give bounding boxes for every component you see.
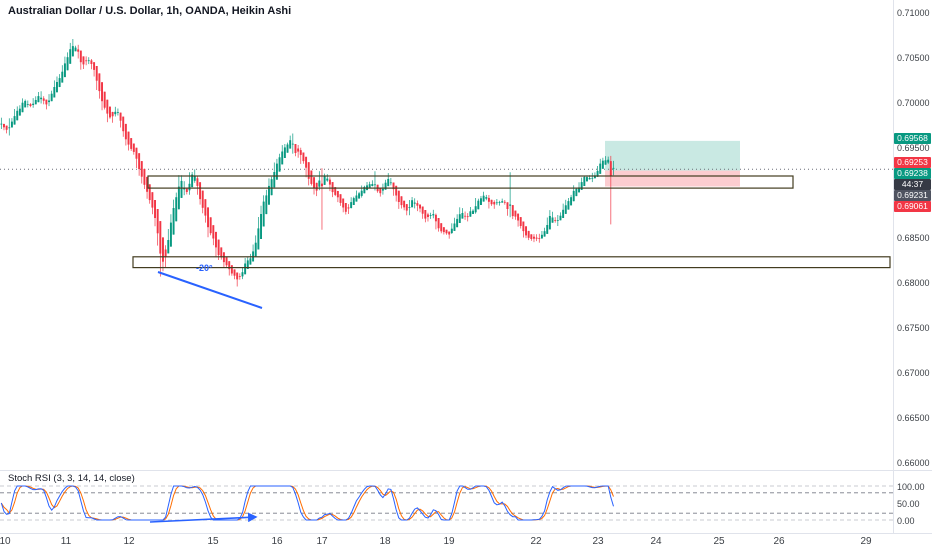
price-tick-label: 0.69500 bbox=[897, 142, 930, 153]
stoch-tick-label: 100.00 bbox=[897, 481, 925, 492]
price-tick-label: 0.67500 bbox=[897, 322, 930, 333]
time-axis-separator bbox=[0, 533, 932, 534]
symbol-title[interactable]: Australian Dollar / U.S. Dollar, 1h, OAN… bbox=[8, 5, 292, 17]
price-tick-label: 0.70000 bbox=[897, 97, 930, 108]
stoch-k-line bbox=[0, 485, 614, 521]
stoch-rsi-pane[interactable] bbox=[0, 470, 893, 533]
price-tick-label: 0.68000 bbox=[897, 277, 930, 288]
stoch-d-line bbox=[0, 485, 614, 521]
price-label[interactable]: 0.69568 bbox=[894, 133, 931, 144]
price-label[interactable]: 0.69253 bbox=[894, 157, 931, 168]
time-tick-label: 22 bbox=[530, 536, 542, 547]
trendline-angle-label: -20° bbox=[196, 263, 213, 273]
heikin-ashi-candles[interactable] bbox=[0, 39, 615, 287]
rectangle-drawing-1[interactable] bbox=[147, 175, 794, 189]
price-tick-label: 0.70500 bbox=[897, 52, 930, 63]
pane-separator[interactable] bbox=[0, 470, 932, 471]
indicator-label[interactable]: Stoch RSI (3, 3, 14, 14, close) bbox=[8, 473, 135, 484]
rectangle-drawing-2[interactable] bbox=[132, 256, 891, 269]
price-tick-label: 0.66000 bbox=[897, 457, 930, 468]
time-tick-label: 29 bbox=[860, 536, 872, 547]
time-tick-label: 25 bbox=[713, 536, 725, 547]
trendline-drawing[interactable] bbox=[157, 271, 263, 309]
price-tick-label: 0.66500 bbox=[897, 412, 930, 423]
long-position-stop-zone[interactable] bbox=[605, 170, 740, 187]
price-axis-separator bbox=[893, 0, 894, 533]
price-label[interactable]: 0.69231 bbox=[894, 190, 931, 201]
time-tick-label: 11 bbox=[60, 536, 72, 547]
time-tick-label: 15 bbox=[207, 536, 219, 547]
price-tick-label: 0.68500 bbox=[897, 232, 930, 243]
long-position-target-zone[interactable] bbox=[605, 140, 740, 171]
time-tick-label: 16 bbox=[271, 536, 283, 547]
price-label[interactable]: 0.69238 bbox=[894, 168, 931, 179]
time-tick-label: 23 bbox=[592, 536, 604, 547]
price-label[interactable]: 44:37 bbox=[894, 179, 931, 190]
price-tick-label: 0.67000 bbox=[897, 367, 930, 378]
price-chart-pane[interactable] bbox=[0, 0, 893, 470]
stoch-tick-label: 0.00 bbox=[897, 515, 915, 526]
price-tick-label: 0.71000 bbox=[897, 7, 930, 18]
time-tick-label: 12 bbox=[123, 536, 135, 547]
time-tick-label: 24 bbox=[650, 536, 662, 547]
time-tick-label: 18 bbox=[379, 536, 391, 547]
price-label[interactable]: 0.69061 bbox=[894, 201, 931, 212]
time-tick-label: 17 bbox=[316, 536, 328, 547]
time-tick-label: 26 bbox=[773, 536, 785, 547]
time-tick-label: 10 bbox=[0, 536, 11, 547]
stoch-trendline-drawing[interactable] bbox=[149, 512, 258, 523]
stoch-tick-label: 50.00 bbox=[897, 498, 920, 509]
time-tick-label: 19 bbox=[443, 536, 455, 547]
